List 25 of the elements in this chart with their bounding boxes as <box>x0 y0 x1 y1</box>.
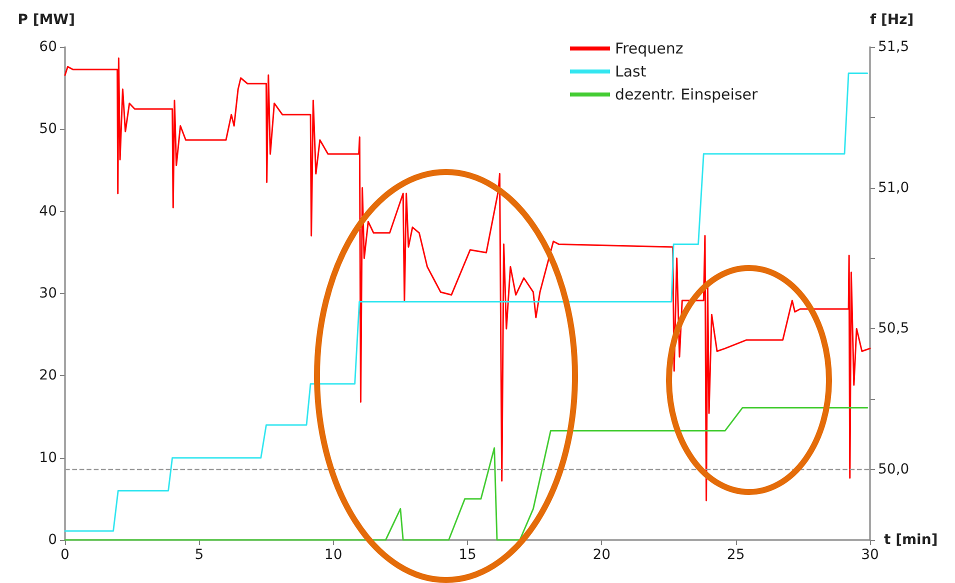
line-series <box>64 406 868 541</box>
y-tick-label: 50 <box>39 121 57 138</box>
y-tick-label: 30 <box>39 286 57 302</box>
y-tick-label: 0 <box>48 532 57 548</box>
y-tick-label: 10 <box>39 450 57 466</box>
y2-tick-label: 51,5 <box>878 39 910 55</box>
legend-label: Last <box>615 62 646 80</box>
legend-label: Frequenz <box>615 40 684 58</box>
y2-tick-label: 50,0 <box>878 462 910 478</box>
y-tick-label: 60 <box>39 39 57 55</box>
legend-label: dezentr. Einspeiser <box>615 86 758 104</box>
x-tick-label: 20 <box>592 547 611 563</box>
x-tick-label: 25 <box>726 547 745 563</box>
x-tick-label: 0 <box>60 547 70 563</box>
x-tick-label: 5 <box>194 547 204 563</box>
x-axis-title: t [min] <box>884 532 938 548</box>
y-tick-label: 20 <box>39 368 57 384</box>
y2-axis-title: f [Hz] <box>870 12 914 28</box>
x-tick-label: 30 <box>861 547 879 563</box>
x-tick-label: 15 <box>458 547 476 563</box>
y-axis-title: P [MW] <box>18 12 75 28</box>
y2-tick-label: 51,0 <box>878 180 910 196</box>
y-tick-label: 40 <box>39 203 57 220</box>
x-tick-label: 10 <box>324 547 342 563</box>
y2-tick-label: 50,5 <box>878 320 910 337</box>
